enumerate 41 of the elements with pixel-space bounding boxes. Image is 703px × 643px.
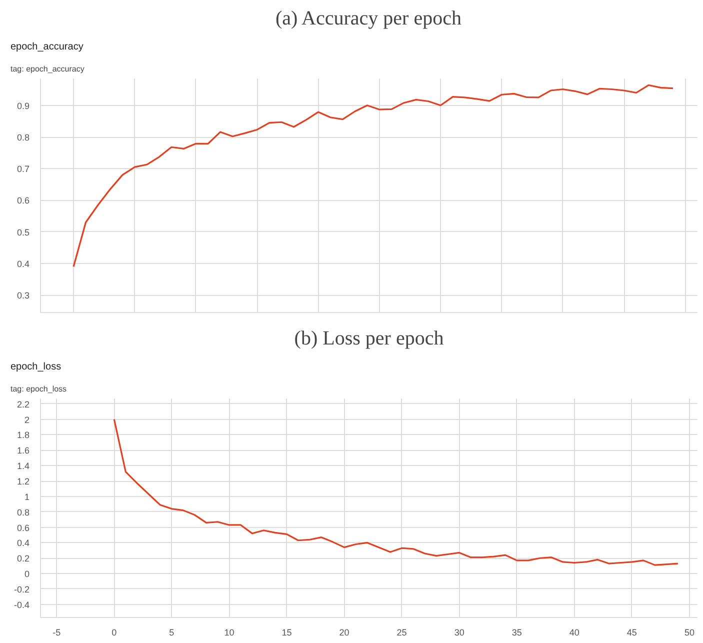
y-tick-label: 0.8 (16, 507, 30, 518)
y-tick-label: -0.4 (14, 600, 30, 610)
text: tag: epoch_accuracy (10, 64, 84, 74)
y-tick-label: 0.8 (16, 132, 30, 142)
x-tick-label: 10 (224, 628, 234, 638)
y-tick-label: 1.2 (16, 476, 30, 487)
line-series (113, 418, 679, 566)
y-tick-label: 0.4 (16, 538, 30, 548)
y-tick-label: -0.2 (14, 584, 30, 594)
y-tick-label: 0 (24, 569, 30, 580)
x-tick-label: 50 (684, 628, 694, 638)
x-tick-label: 35 (512, 628, 522, 638)
y-tick-label: 0.6 (16, 196, 30, 206)
y-tick-label: 0.2 (16, 554, 30, 564)
y-tick-label: 1.6 (16, 446, 30, 456)
chart-subtitle: epoch_loss (10, 362, 62, 372)
y-tick-label: 0.4 (16, 258, 30, 269)
y-tick-label: 1.4 (16, 461, 30, 472)
y-tick-label: 0.3 (16, 290, 30, 301)
chart-subtitle: epoch_accuracy (10, 42, 84, 52)
y-tick-label: 0.5 (16, 227, 30, 238)
y-tick-label: 1.8 (16, 430, 30, 440)
x-tick-label: 20 (339, 628, 350, 638)
x-tick-label: -5 (52, 628, 61, 638)
y-tick-label: 0.9 (16, 100, 30, 111)
x-tick-label: 0 (112, 628, 117, 638)
y-tick-label: 1 (24, 492, 30, 502)
y-tick-label: 2.2 (16, 399, 30, 410)
x-tick-label: 25 (396, 628, 407, 638)
y-tick-label: 0.6 (16, 522, 30, 533)
x-tick-label: 15 (282, 628, 292, 638)
chart-title: (a) Accuracy per epoch (275, 8, 462, 30)
x-tick-label: 40 (569, 628, 580, 638)
line-series (72, 84, 674, 268)
y-tick-label: 2 (24, 414, 30, 425)
y-tick-label: 0.7 (16, 164, 30, 174)
x-tick-label: 5 (169, 628, 174, 638)
x-tick-label: 45 (626, 628, 637, 638)
chart-title: (b) Loss per epoch (294, 328, 444, 350)
text: tag: epoch_loss (10, 384, 67, 394)
x-tick-label: 30 (454, 628, 464, 638)
